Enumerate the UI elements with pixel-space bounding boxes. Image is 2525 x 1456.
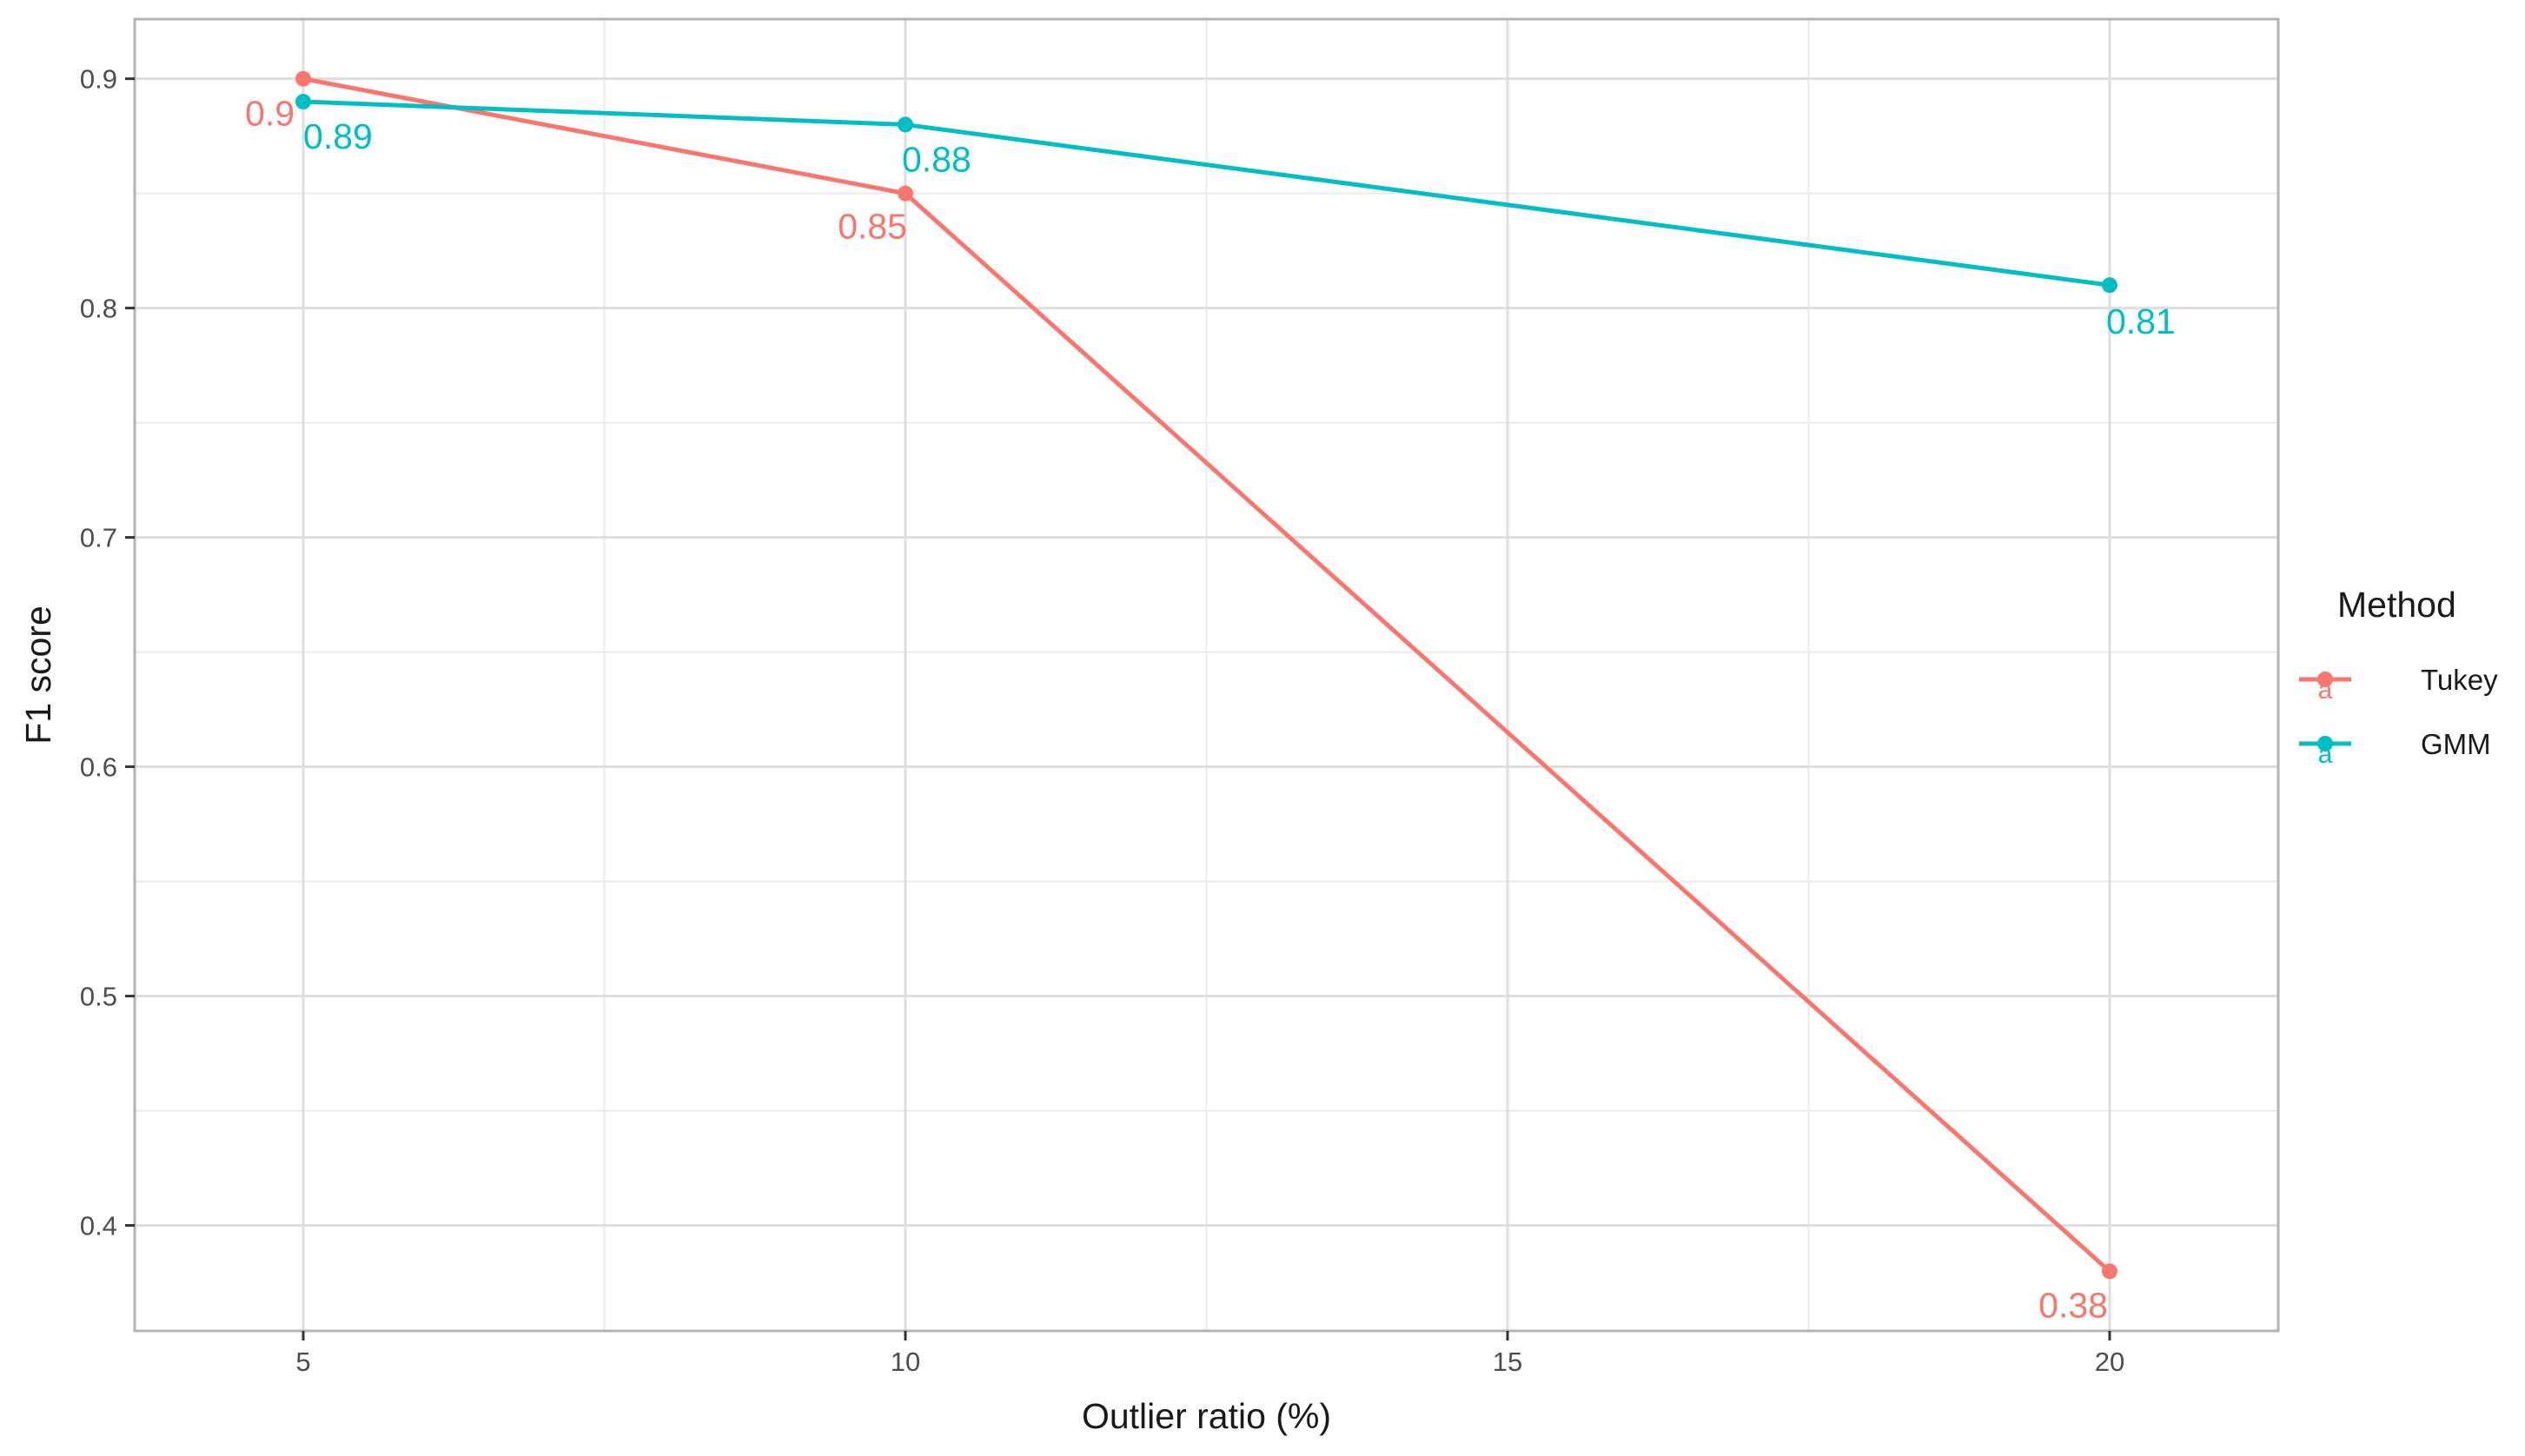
y-tick-label: 0.8 (80, 294, 117, 324)
x-axis-title: Outlier ratio (%) (1082, 1396, 1331, 1436)
legend-key-glyph-tukey: a (2318, 676, 2333, 705)
legend-title: Method (2337, 585, 2456, 625)
y-tick-label: 0.7 (80, 523, 117, 553)
data-label-tukey: 0.85 (838, 207, 907, 247)
legend: Method a Tukey a GMM (2299, 585, 2498, 769)
x-tick-label: 5 (295, 1347, 310, 1377)
grid-layer (135, 19, 2278, 1331)
panel-border (133, 17, 2280, 1333)
data-label-tukey: 0.9 (245, 94, 295, 134)
y-tick-label: 0.4 (80, 1211, 117, 1241)
data-label-gmm: 0.81 (2106, 301, 2176, 341)
legend-key-glyph-gmm: a (2318, 740, 2333, 769)
legend-label-tukey: Tukey (2421, 664, 2498, 696)
data-label-tukey: 0.38 (2038, 1285, 2108, 1325)
data-point-gmm (295, 94, 312, 110)
data-point-gmm (2101, 277, 2117, 294)
y-tick-label: 0.5 (80, 982, 117, 1012)
x-tick-label: 15 (1493, 1347, 1522, 1377)
data-point-tukey (295, 70, 312, 87)
data-label-layer: 0.9 0.85 0.38 0.89 0.88 0.81 (245, 94, 2176, 1326)
data-label-gmm: 0.89 (303, 116, 373, 156)
y-axis-title: F1 score (18, 606, 58, 745)
data-point-tukey (2101, 1263, 2117, 1280)
x-tick-label: 20 (2095, 1347, 2124, 1377)
y-tick-label: 0.6 (80, 752, 117, 783)
data-point-gmm (898, 116, 914, 133)
axis-layer: 5 10 15 20 0.4 0.5 0.6 0.7 0.8 0.9 (80, 64, 2124, 1377)
legend-label-gmm: GMM (2421, 728, 2491, 760)
legend-key-point-tukey (2317, 672, 2333, 687)
x-tick-label: 10 (891, 1347, 920, 1377)
data-label-gmm: 0.88 (902, 139, 971, 179)
y-tick-label: 0.9 (80, 64, 117, 95)
legend-key-point-gmm (2317, 736, 2333, 751)
data-point-tukey (898, 185, 914, 202)
series-layer (295, 70, 2117, 1280)
